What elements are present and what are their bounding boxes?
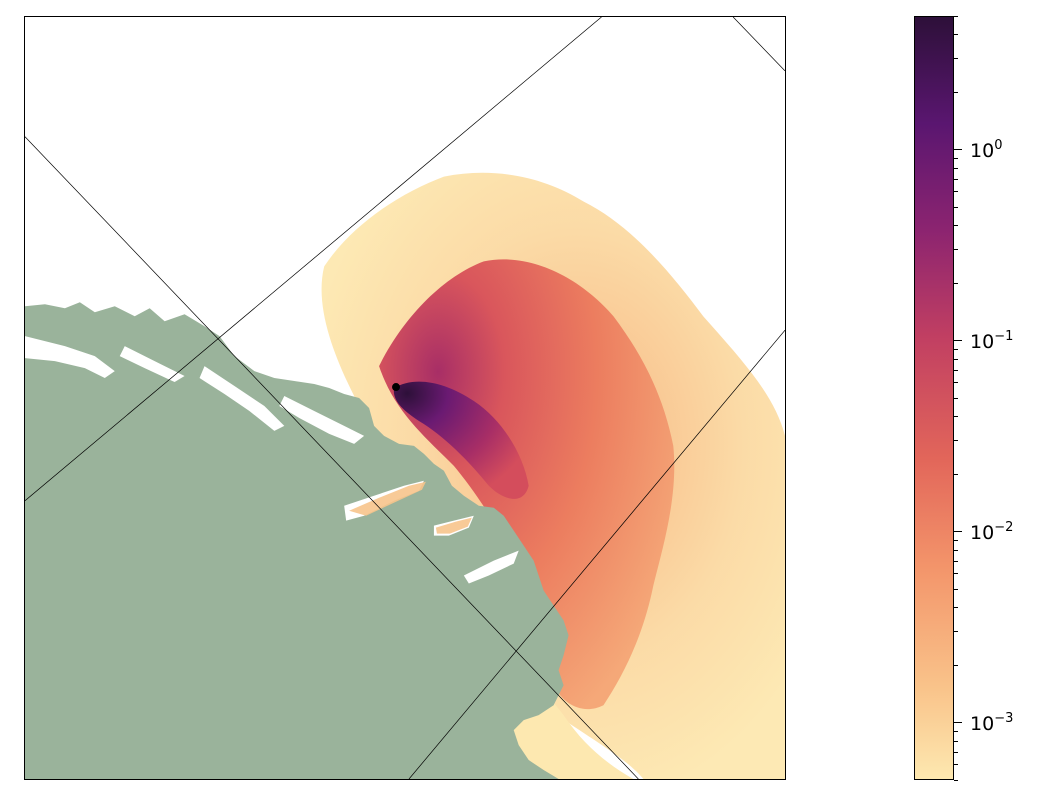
colorbar-major-tick (954, 721, 962, 724)
colorbar-minor-tick (954, 630, 958, 632)
colorbar-minor-tick (954, 178, 958, 180)
colorbar-major-tick (954, 339, 962, 342)
colorbar-minor-tick (954, 607, 958, 608)
release-point-marker (392, 383, 401, 392)
colorbar-minor-tick (954, 560, 958, 562)
colorbar-gradient (915, 17, 953, 779)
colorbar-tick-label: 10−3 (970, 710, 1014, 735)
colorbar-minor-tick (954, 439, 958, 441)
colorbar-minor-tick (954, 573, 958, 575)
colorbar-minor-tick (954, 15, 958, 17)
colorbar-major-tick (954, 530, 962, 533)
colorbar-minor-tick (954, 588, 958, 590)
colorbar-tick-label: 100 (970, 137, 1003, 162)
colorbar-tick-label: 10−2 (970, 519, 1014, 544)
colorbar-minor-tick (954, 382, 958, 384)
colorbar-minor-tick (954, 740, 958, 742)
colorbar-minor-tick (954, 358, 958, 360)
colorbar-minor-tick (954, 397, 958, 399)
colorbar-minor-tick (954, 369, 958, 371)
colorbar-minor-tick (954, 764, 958, 766)
colorbar-minor-tick (954, 664, 958, 666)
colorbar-minor-tick (954, 225, 958, 226)
colorbar-minor-tick (954, 779, 958, 781)
colorbar-minor-tick (954, 34, 958, 35)
colorbar-minor-tick (954, 206, 958, 208)
colorbar-minor-tick (954, 539, 958, 541)
colorbar-minor-tick (954, 57, 958, 59)
colorbar-minor-tick (954, 549, 958, 551)
colorbar-minor-tick (954, 751, 958, 753)
colorbar (914, 16, 954, 780)
colorbar-minor-tick (954, 157, 958, 159)
colorbar-minor-tick (954, 91, 958, 93)
fjord-plume (349, 481, 472, 534)
colorbar-minor-tick (954, 167, 958, 169)
map-panel (24, 16, 786, 780)
graticule-lines (25, 17, 785, 779)
fjord-inlets (25, 336, 519, 584)
colorbar-axis: 100 10−1 10−2 10−3 (954, 15, 1034, 781)
land-mass (25, 302, 569, 779)
colorbar-tick-label: 10−1 (970, 328, 1014, 353)
colorbar-minor-tick (954, 248, 958, 250)
colorbar-minor-tick (954, 282, 958, 284)
colorbar-major-tick (954, 148, 962, 151)
colorbar-minor-tick (954, 348, 958, 350)
colorbar-minor-tick (954, 416, 958, 417)
colorbar-minor-tick (954, 473, 958, 475)
colorbar-minor-tick (954, 730, 958, 732)
colorbar-minor-tick (954, 191, 958, 193)
concentration-map (25, 17, 785, 779)
plume-core-zone (393, 381, 529, 499)
